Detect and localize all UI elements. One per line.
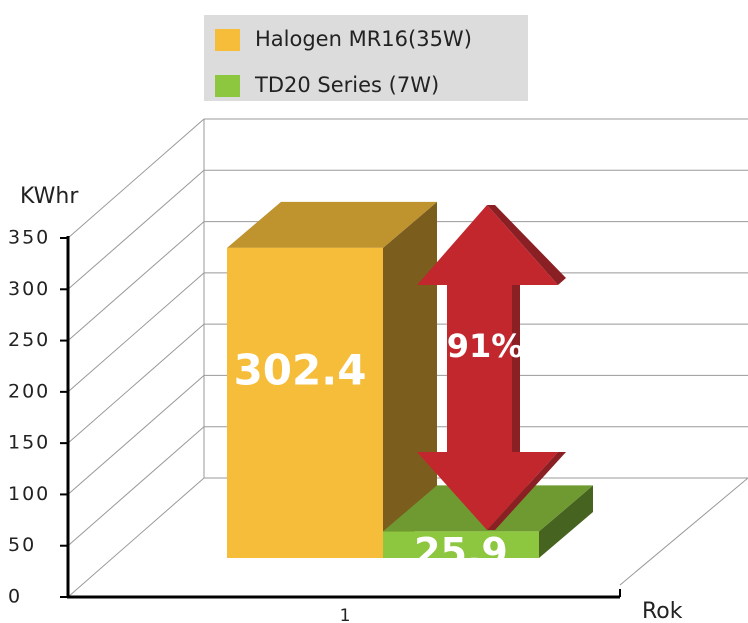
floor-edge xyxy=(619,477,748,586)
legend-swatch xyxy=(215,75,240,97)
y-tick-label: 300 xyxy=(8,278,50,300)
grid-line xyxy=(67,477,205,598)
grid-line xyxy=(67,169,205,290)
y-tick-label: 250 xyxy=(8,329,50,351)
difference-arrow xyxy=(417,205,566,530)
bar-side xyxy=(383,201,437,558)
bar xyxy=(383,531,539,558)
grid-line xyxy=(67,272,205,393)
y-tick-label: 100 xyxy=(8,483,50,505)
y-tick-label: 200 xyxy=(8,380,50,402)
y-tick-label: 150 xyxy=(8,432,50,454)
annotation: 91% xyxy=(447,327,524,365)
value-label: 302.4 xyxy=(234,345,367,394)
legend-box xyxy=(204,15,528,101)
bar-side xyxy=(539,485,593,558)
y-tick-label: 350 xyxy=(8,227,50,249)
bar-top xyxy=(227,201,437,248)
grid-line xyxy=(67,118,205,239)
grid-line xyxy=(67,221,205,341)
bar xyxy=(227,247,383,558)
legend-label: Halogen MR16(35W) xyxy=(255,27,472,51)
legend-label: TD20 Series (7W) xyxy=(254,73,439,97)
grid-line xyxy=(67,323,205,444)
x-tick-label: 1 xyxy=(340,606,351,623)
grid-line xyxy=(67,426,205,547)
value-label: 25.9 xyxy=(414,530,508,574)
y-axis-label: KWhr xyxy=(20,184,79,209)
x-axis-label: Rok xyxy=(642,599,683,623)
y-tick-label: 50 xyxy=(8,534,36,556)
grid-line xyxy=(67,375,205,495)
y-tick-label: 0 xyxy=(8,586,22,608)
legend-swatch xyxy=(215,29,240,51)
